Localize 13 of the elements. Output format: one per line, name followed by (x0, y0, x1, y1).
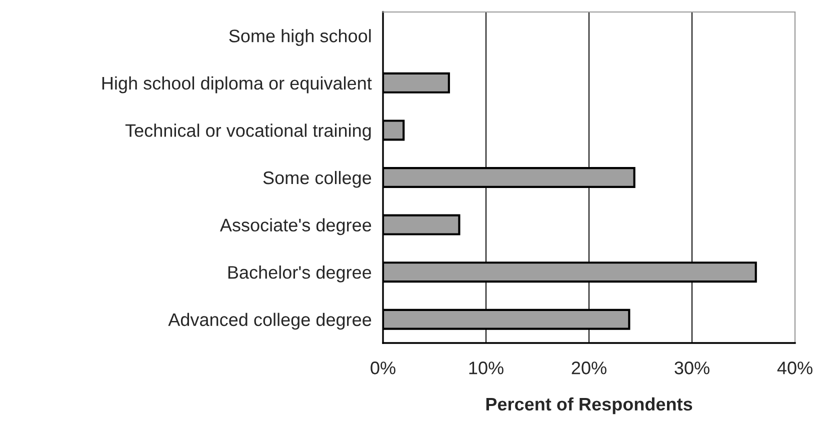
x-tick-label: 20% (572, 362, 606, 374)
x-tick-label: 30% (674, 362, 710, 374)
y-tick-label: High school diploma or equivalent (102, 76, 372, 94)
y-tick-label: Some college (263, 170, 372, 188)
y-tick-label: Advanced college degree (168, 312, 372, 330)
x-tick-label: 0% (370, 362, 396, 374)
x-tick-label: 10% (469, 362, 504, 374)
x-tick-label: 40% (777, 362, 812, 374)
y-tick-label: Associate's degree (220, 218, 372, 236)
y-tick-label: Some high school (229, 29, 371, 46)
x-axis-title: Percent of Respondents (486, 397, 692, 414)
y-tick-label: Bachelor's degree (228, 266, 372, 282)
y-tick-label: Technical or vocational training (125, 124, 371, 141)
